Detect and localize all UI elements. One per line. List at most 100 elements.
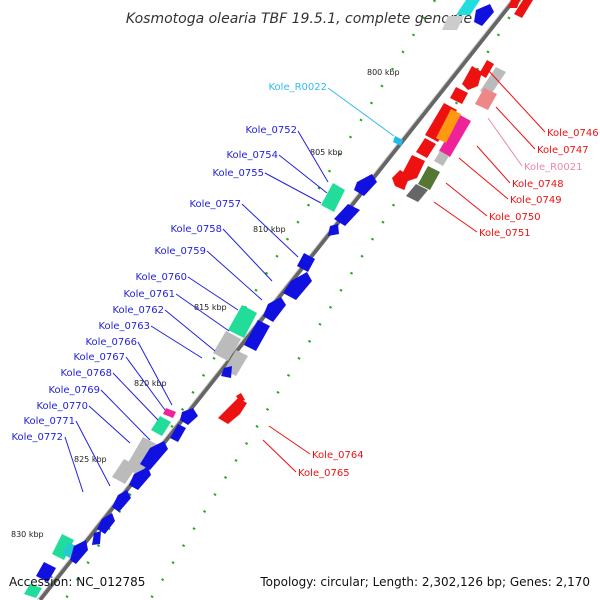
gene-arrow[interactable]	[480, 67, 506, 96]
leader-line	[164, 309, 216, 352]
gene-arrow[interactable]	[474, 4, 494, 26]
topology-text: Topology: circular; Length: 2,302,126 bp…	[260, 575, 590, 589]
gene-label[interactable]: Kole_R0022	[268, 82, 327, 93]
gene-label[interactable]: Kole_0768	[60, 368, 112, 379]
gene-label[interactable]: Kole_0755	[212, 168, 264, 179]
gene-arrow[interactable]	[218, 398, 247, 424]
leader-line	[327, 87, 395, 137]
gene-arrow[interactable]	[456, 0, 480, 15]
gene-arrow[interactable]	[416, 138, 436, 158]
leader-line	[175, 293, 230, 332]
gene-arrow[interactable]	[392, 170, 410, 190]
gene-label[interactable]: Kole_0766	[85, 337, 137, 348]
gene-arrow[interactable]	[36, 562, 56, 582]
gene-arrow[interactable]	[62, 542, 76, 558]
gene-label[interactable]: Kole_0769	[48, 385, 100, 396]
right-leader-lines	[262, 69, 546, 473]
outer-tick-track	[148, 0, 522, 600]
gene-arrow[interactable]	[442, 16, 464, 30]
gene-label[interactable]: Kole_0772	[11, 432, 63, 443]
gene-label[interactable]: Kole_0757	[189, 199, 241, 210]
gene-label[interactable]: Kole_0748	[512, 179, 564, 190]
gene-arrow[interactable]	[450, 87, 468, 104]
gene-arrow[interactable]	[213, 331, 241, 361]
gene-arrow[interactable]	[393, 136, 403, 146]
gene-arrow[interactable]	[112, 490, 131, 512]
gene-arrow[interactable]	[283, 272, 312, 300]
gene-arrow[interactable]	[328, 224, 339, 236]
gene-label[interactable]: Kole_0762	[112, 305, 164, 316]
leader-line	[187, 276, 239, 311]
right-gene-labels: Kole_0746 Kole_0747 Kole_R0021 Kole_0748…	[298, 128, 599, 479]
gene-label[interactable]: Kole_0767	[73, 352, 125, 363]
gene-arrow[interactable]	[92, 531, 101, 545]
leader-line	[297, 130, 329, 183]
accession-text: Accession: NC_012785	[9, 575, 146, 589]
gene-arrow[interactable]	[180, 408, 198, 425]
gene-arrow[interactable]	[97, 513, 115, 534]
gene-arrow[interactable]	[418, 166, 440, 190]
gene-arrow[interactable]	[297, 253, 315, 272]
gene-arrow[interactable]	[244, 320, 270, 351]
gene-label[interactable]: Kole_0771	[23, 416, 75, 427]
gene-arrow[interactable]	[406, 184, 428, 202]
gene-arrow[interactable]	[462, 66, 482, 90]
gene-arrow[interactable]	[170, 424, 186, 442]
gene-label[interactable]: Kole_0752	[245, 125, 297, 136]
gene-arrow[interactable]	[334, 204, 360, 226]
leader-line	[262, 439, 297, 473]
gene-label[interactable]: Kole_0749	[510, 195, 562, 206]
tick-label-800: 800 kbp	[367, 68, 400, 77]
gene-label[interactable]: Kole_0765	[298, 468, 350, 479]
gene-label[interactable]: Kole_0750	[489, 212, 541, 223]
gene-arrow[interactable]	[52, 534, 74, 560]
gene-arrow[interactable]	[221, 366, 232, 378]
gene-arrow[interactable]	[514, 0, 533, 18]
gene-arrow[interactable]	[475, 88, 497, 110]
leader-line	[433, 201, 478, 233]
gene-arrow[interactable]	[425, 103, 457, 142]
leader-line	[64, 436, 84, 493]
gene-label[interactable]: Kole_0770	[36, 401, 88, 412]
gene-arrow[interactable]	[24, 584, 42, 598]
gene-label[interactable]: Kole_0758	[170, 224, 222, 235]
leader-line	[487, 117, 523, 167]
leader-line	[137, 341, 173, 406]
gene-arrow[interactable]	[140, 441, 168, 470]
gene-label[interactable]: Kole_0760	[135, 272, 187, 283]
gene-arrow[interactable]	[151, 416, 171, 436]
left-gene-labels: Kole_R0022 Kole_0752 Kole_0754 Kole_0755…	[11, 82, 327, 443]
gene-label[interactable]: Kole_0747	[537, 145, 589, 156]
gene-label[interactable]: Kole_0761	[123, 289, 175, 300]
tick-label-825: 825 kbp	[74, 455, 107, 464]
leader-line	[112, 372, 159, 421]
gene-arrow[interactable]	[434, 151, 449, 166]
gene-label[interactable]: Kole_0751	[479, 228, 531, 239]
gene-arrow[interactable]	[439, 115, 471, 157]
gene-arrow[interactable]	[129, 467, 151, 490]
gene-arrow[interactable]	[436, 109, 461, 143]
gene-arrow[interactable]	[236, 393, 245, 402]
gene-label[interactable]: Kole_0759	[154, 246, 206, 257]
gene-label[interactable]: Kole_0746	[547, 128, 599, 139]
gene-arrow[interactable]	[354, 174, 377, 196]
gene-label[interactable]: Kole_0764	[312, 450, 364, 461]
tick-label-830: 830 kbp	[11, 530, 44, 539]
leader-line	[445, 182, 488, 217]
gene-label[interactable]: Kole_0754	[226, 150, 278, 161]
gene-label[interactable]: Kole_R0021	[524, 162, 583, 173]
gene-arrow[interactable]	[228, 305, 257, 338]
gene-arrow[interactable]	[263, 297, 286, 322]
gene-arrow[interactable]	[70, 540, 88, 564]
gene-arrow[interactable]	[321, 183, 345, 212]
leader-line	[487, 69, 546, 133]
leader-line	[88, 405, 131, 444]
gene-arrow[interactable]	[112, 459, 137, 484]
leader-line	[150, 325, 203, 359]
gene-label[interactable]: Kole_0763	[98, 321, 150, 332]
gene-arrow[interactable]	[508, 0, 520, 8]
gene-arrow[interactable]	[163, 408, 176, 418]
left-leader-lines	[64, 87, 395, 493]
gene-arrow[interactable]	[479, 60, 494, 78]
